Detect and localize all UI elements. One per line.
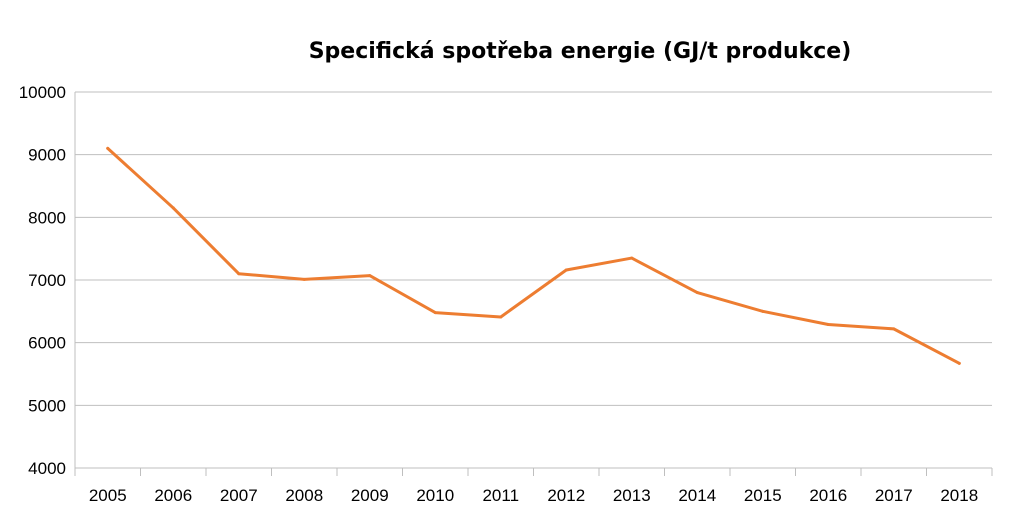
y-tick-label: 9000 bbox=[28, 146, 66, 165]
axes bbox=[74, 92, 993, 476]
data-point bbox=[564, 268, 568, 272]
x-tick-label: 2006 bbox=[154, 486, 192, 505]
x-tick-label: 2010 bbox=[416, 486, 454, 505]
y-tick-label: 4000 bbox=[28, 459, 66, 478]
x-tick-label: 2016 bbox=[809, 486, 847, 505]
data-point bbox=[957, 361, 961, 365]
gridlines bbox=[75, 91, 992, 406]
data-point bbox=[630, 256, 634, 260]
series-line-0 bbox=[106, 146, 961, 365]
x-tick-label: 2017 bbox=[875, 486, 913, 505]
y-tick-label: 10000 bbox=[19, 83, 66, 102]
x-tick-label: 2007 bbox=[220, 486, 258, 505]
data-point bbox=[302, 277, 306, 281]
y-tick-label: 7000 bbox=[28, 271, 66, 290]
x-tick-labels: 2005 2006 2007 2008 2009 2010 2011 2012 2013 2014… bbox=[89, 486, 978, 505]
data-point bbox=[499, 315, 503, 319]
data-point bbox=[368, 274, 372, 278]
x-tick-label: 2013 bbox=[613, 486, 651, 505]
series-layer bbox=[106, 146, 961, 365]
data-point bbox=[892, 327, 896, 331]
y-tick-labels: 4000 5000 6000 7000 8000 9000 10000 bbox=[19, 83, 66, 478]
x-tick-label: 2009 bbox=[351, 486, 389, 505]
data-point bbox=[237, 272, 241, 276]
data-point bbox=[106, 146, 110, 150]
x-tick-label: 2012 bbox=[547, 486, 585, 505]
x-tick-label: 2011 bbox=[482, 486, 519, 505]
data-point bbox=[695, 291, 699, 295]
y-tick-label: 6000 bbox=[28, 334, 66, 353]
chart-title: Specifická spotřeba energie (GJ/t produk… bbox=[309, 39, 852, 64]
data-point bbox=[171, 206, 175, 210]
x-tick-label: 2008 bbox=[285, 486, 323, 505]
data-point bbox=[761, 309, 765, 313]
x-tick-label: 2014 bbox=[678, 486, 716, 505]
data-point bbox=[433, 311, 437, 315]
y-tick-label: 8000 bbox=[28, 208, 66, 227]
x-tick-label: 2005 bbox=[89, 486, 127, 505]
x-tick-label: 2018 bbox=[940, 486, 978, 505]
y-tick-label: 5000 bbox=[28, 396, 66, 415]
data-point bbox=[826, 322, 830, 326]
x-tick-label: 2015 bbox=[744, 486, 782, 505]
